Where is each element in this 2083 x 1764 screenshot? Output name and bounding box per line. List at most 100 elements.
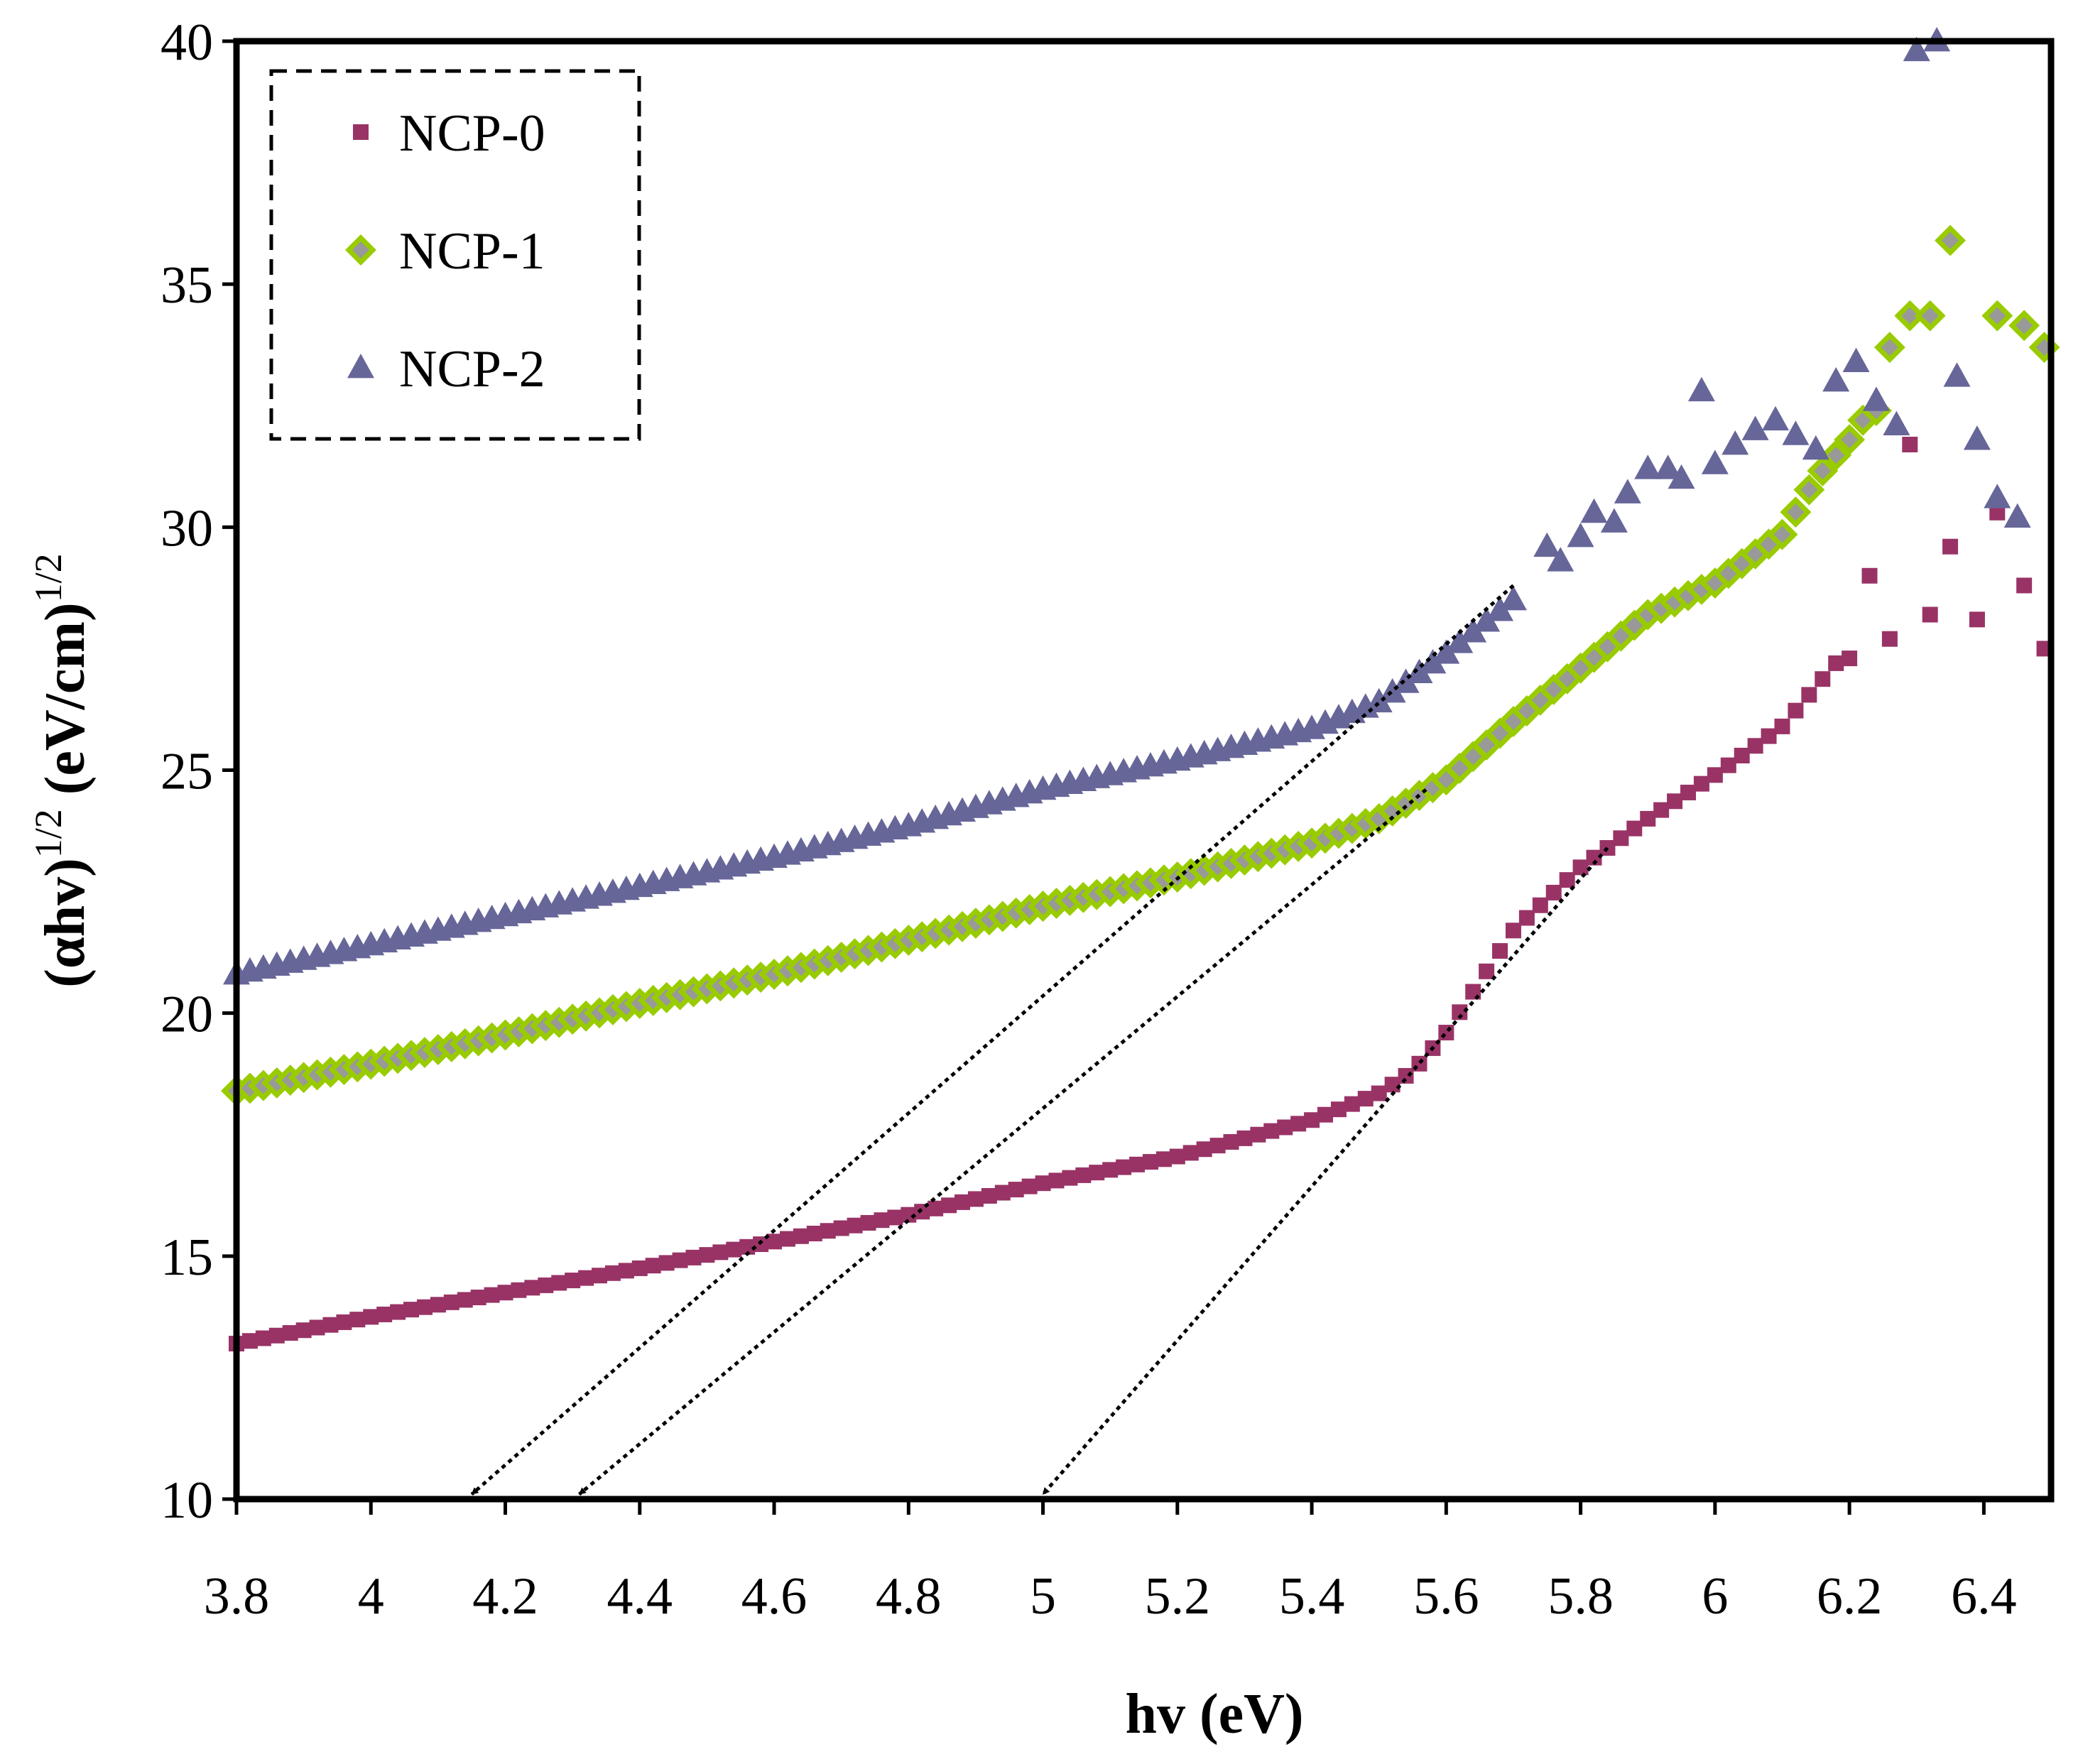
legend-marker-ncp-2 <box>347 354 374 379</box>
data-point-ncp-2 <box>1446 628 1474 653</box>
data-point-ncp-0 <box>779 1231 795 1247</box>
data-point-ncp-2 <box>1634 454 1662 479</box>
data-point-ncp-2 <box>1432 639 1460 664</box>
data-point-ncp-0 <box>1008 1182 1024 1198</box>
data-point-ncp-0 <box>928 1200 944 1216</box>
data-point-ncp-2 <box>1499 585 1527 611</box>
data-point-ncp-0 <box>1384 1077 1401 1093</box>
data-point-ncp-0 <box>592 1268 607 1284</box>
data-point-ncp-0 <box>1479 963 1495 979</box>
data-point-ncp-0 <box>941 1197 957 1214</box>
data-point-ncp-0 <box>1532 897 1548 913</box>
data-point-ncp-0 <box>1902 436 1918 452</box>
y-axis: 10 15 20 25 30 35 40 <box>161 13 236 1530</box>
data-point-ncp-0 <box>712 1244 729 1261</box>
data-point-ncp-1 <box>1935 224 1967 256</box>
data-point-ncp-0 <box>1048 1172 1065 1189</box>
data-point-ncp-0 <box>699 1247 715 1263</box>
x-tick-label: 4.4 <box>607 1567 673 1626</box>
data-point-ncp-0 <box>618 1263 634 1279</box>
data-point-ncp-2 <box>1762 405 1790 431</box>
data-point-ncp-2 <box>1405 658 1433 684</box>
data-point-ncp-0 <box>658 1255 675 1271</box>
data-point-ncp-0 <box>631 1260 648 1276</box>
data-point-ncp-2 <box>1580 498 1608 523</box>
data-point-ncp-0 <box>1330 1101 1347 1118</box>
data-point-ncp-1 <box>1894 300 1926 332</box>
data-point-ncp-0 <box>1734 747 1750 763</box>
y-tick-label: 25 <box>161 743 213 801</box>
data-point-ncp-2 <box>1963 425 1991 450</box>
data-point-ncp-0 <box>833 1220 849 1236</box>
data-point-ncp-0 <box>1518 910 1535 926</box>
y-axis-title-sup-1: 1/2 <box>27 809 70 858</box>
data-point-ncp-0 <box>1142 1154 1158 1170</box>
data-point-ncp-0 <box>1842 650 1858 667</box>
data-point-ncp-0 <box>1169 1148 1185 1165</box>
data-point-ncp-0 <box>2016 577 2033 594</box>
data-point-ncp-2 <box>1392 668 1420 693</box>
y-tick-label: 10 <box>161 1471 213 1530</box>
data-point-ncp-0 <box>1492 943 1508 959</box>
data-point-ncp-2 <box>1365 687 1393 713</box>
data-point-ncp-0 <box>1586 849 1602 866</box>
data-point-ncp-0 <box>1062 1170 1078 1186</box>
data-point-ncp-2 <box>1782 420 1810 445</box>
data-point-ncp-0 <box>1129 1156 1146 1172</box>
data-point-ncp-2 <box>1822 367 1850 392</box>
data-point-ncp-0 <box>1680 784 1696 800</box>
data-point-ncp-0 <box>1626 820 1643 837</box>
x-tick-label: 5.8 <box>1548 1567 1614 1626</box>
data-point-ncp-0 <box>1182 1145 1199 1161</box>
data-point-ncp-0 <box>1277 1119 1293 1136</box>
data-point-ncp-0 <box>739 1238 756 1255</box>
data-point-ncp-0 <box>994 1185 1011 1201</box>
data-point-ncp-0 <box>403 1302 420 1318</box>
data-point-ncp-2 <box>1473 607 1501 632</box>
series-ncp-1 <box>221 224 2060 1107</box>
data-point-ncp-2 <box>1862 386 1890 411</box>
data-point-ncp-2 <box>1943 362 1971 387</box>
data-point-ncp-0 <box>363 1309 379 1325</box>
plot-marks <box>221 27 2060 1352</box>
data-point-ncp-0 <box>524 1280 540 1296</box>
legend-item-ncp-0: NCP-0 <box>353 104 545 163</box>
data-point-ncp-0 <box>376 1306 393 1322</box>
data-point-ncp-0 <box>1250 1126 1266 1143</box>
x-tick-label: 6.4 <box>1951 1567 2017 1626</box>
data-point-ncp-0 <box>457 1292 473 1308</box>
data-point-ncp-0 <box>874 1212 890 1229</box>
data-point-ncp-0 <box>955 1194 970 1210</box>
data-point-ncp-0 <box>1196 1141 1212 1158</box>
data-point-ncp-0 <box>1801 687 1817 703</box>
data-point-ncp-2 <box>1486 597 1514 621</box>
data-point-ncp-0 <box>1667 793 1683 810</box>
data-point-ncp-0 <box>806 1226 822 1242</box>
data-point-ncp-0 <box>604 1265 621 1281</box>
data-point-ncp-0 <box>416 1299 433 1315</box>
y-tick-label: 40 <box>161 13 213 72</box>
legend-item-ncp-2: NCP-2 <box>347 340 545 398</box>
data-point-ncp-1 <box>1820 440 1852 472</box>
data-point-ncp-1 <box>1981 300 2013 332</box>
data-point-ncp-0 <box>1707 767 1723 783</box>
data-point-ncp-0 <box>336 1314 352 1330</box>
data-point-ncp-2 <box>1741 415 1769 440</box>
data-point-ncp-0 <box>1969 611 1985 628</box>
y-axis-title-main: (αhv) <box>34 858 97 987</box>
legend-marker-ncp-0 <box>353 124 369 140</box>
data-point-ncp-2 <box>1533 532 1561 557</box>
data-point-ncp-0 <box>295 1322 312 1339</box>
data-point-ncp-0 <box>1747 738 1763 754</box>
data-point-ncp-0 <box>1788 702 1804 719</box>
extrapolation-lines <box>470 584 1609 1496</box>
data-point-ncp-1 <box>1780 496 1812 528</box>
data-point-ncp-2 <box>1842 347 1870 373</box>
data-point-ncp-0 <box>1693 775 1709 792</box>
data-point-ncp-2 <box>1668 464 1695 489</box>
data-point-ncp-0 <box>1075 1167 1092 1183</box>
x-tick-label: 5.2 <box>1145 1567 1211 1626</box>
data-point-ncp-0 <box>390 1304 406 1320</box>
data-point-ncp-2 <box>1903 36 1930 62</box>
y-axis-title: (αhv)1/2 (eV/cm)1/2 <box>27 553 97 987</box>
